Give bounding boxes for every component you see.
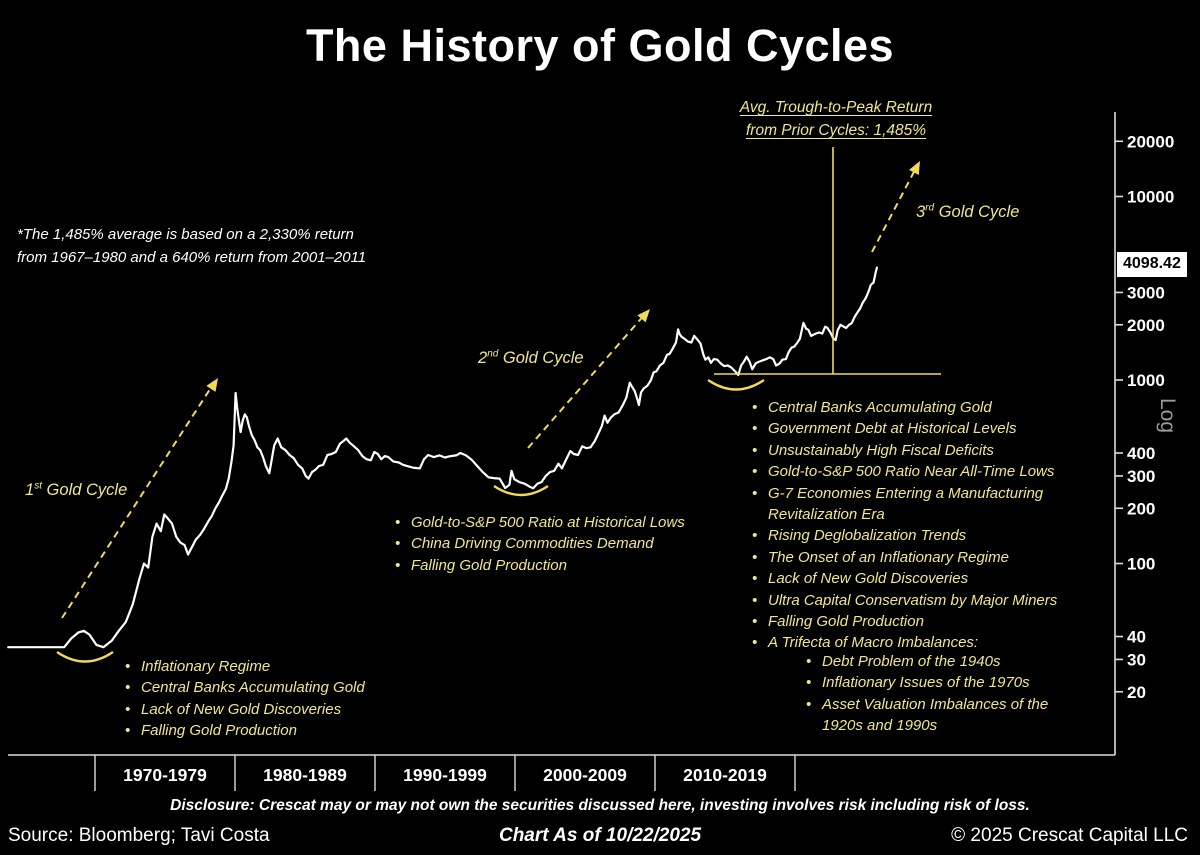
cycle-1-arrow: [61, 382, 215, 619]
cycle-1-text: Gold Cycle: [41, 481, 128, 499]
footnote-line-1: *The 1,485% average is based on a 2,330%…: [17, 226, 354, 243]
cycle-2-ordinal-suffix: nd: [487, 348, 499, 360]
bullet-item: Ultra Capital Conservatism by Major Mine…: [749, 590, 1097, 612]
cycle-3-ordinal-suffix: rd: [925, 202, 935, 214]
y-tick-label: 1000: [1127, 371, 1165, 390]
cycle-1-bullet-list: Inflationary RegimeCentral Banks Accumul…: [122, 656, 422, 742]
cycle-1-label: 1st Gold Cycle: [25, 481, 127, 500]
annotation-callout-lines: [714, 147, 941, 375]
trough-to-peak-annotation: Avg. Trough-to-Peak Return from Prior Cy…: [690, 96, 982, 142]
bullet-item: Government Debt at Historical Levels: [749, 418, 1097, 440]
cycle-trend-arrows: [61, 167, 917, 619]
cycle-2-arrow: [527, 312, 647, 449]
source-attribution: Source: Bloomberg; Tavi Costa: [8, 825, 270, 846]
arrowhead-icon: [637, 309, 650, 323]
x-tick-label: 2000-2009: [543, 765, 627, 785]
arrowhead-icons: [206, 161, 920, 392]
bullet-item: Central Banks Accumulating Gold: [122, 677, 422, 699]
y-tick-label: 30: [1127, 650, 1146, 669]
bullet-item: Falling Gold Production: [392, 555, 732, 577]
annotation-line-1: Avg. Trough-to-Peak Return: [739, 99, 933, 116]
bullet-item: Central Banks Accumulating Gold: [749, 397, 1097, 419]
y-tick-label: 10000: [1127, 188, 1174, 207]
gold-price-line: [7, 266, 878, 649]
cycle-2-ordinal: 2: [478, 349, 488, 367]
current-price-label: 4098.42: [1117, 252, 1187, 277]
cycle-3-ordinal: 3: [916, 203, 926, 221]
arrowhead-icon: [206, 378, 218, 392]
bullet-item: Falling Gold Production: [749, 611, 1097, 633]
x-tick-label: 1980-1989: [263, 765, 347, 785]
annotation-line-2: from Prior Cycles: 1,485%: [745, 122, 927, 139]
bullet-item: Falling Gold Production: [122, 720, 422, 742]
y-tick-label: 200: [1127, 499, 1155, 518]
bullet-item: Gold-to-S&P 500 Ratio at Historical Lows: [392, 512, 732, 534]
cycle-2-text: Gold Cycle: [498, 349, 584, 367]
bullet-item: A Trifecta of Macro Imbalances:: [749, 632, 1097, 654]
x-tick-label: 2010-2019: [683, 765, 767, 785]
bullet-item: Asset Valuation Imbalances of the 1920s …: [803, 694, 1071, 737]
y-tick-label: 300: [1127, 467, 1155, 486]
bullet-item: G-7 Economies Entering a Manufacturing R…: [749, 483, 1097, 526]
bullet-item: China Driving Commodities Demand: [392, 533, 732, 555]
cycle-3-label: 3rd Gold Cycle: [916, 203, 1019, 222]
bullet-item: Gold-to-S&P 500 Ratio Near All-Time Lows: [749, 461, 1097, 483]
y-tick-label: 40: [1127, 628, 1146, 647]
bullet-item: Rising Deglobalization Trends: [749, 525, 1097, 547]
y-tick-label: 20000: [1127, 132, 1174, 151]
bullet-item: Inflationary Issues of the 1970s: [803, 672, 1071, 694]
trough-arcs: [56, 379, 765, 663]
bullet-item: Lack of New Gold Discoveries: [122, 699, 422, 721]
cycle-1-ordinal-suffix: st: [34, 480, 42, 492]
average-return-footnote: *The 1,485% average is based on a 2,330%…: [17, 224, 366, 269]
trough-arc-3: [707, 379, 765, 391]
log-axis-label: Log: [1156, 398, 1179, 434]
trough-arc-1: [56, 651, 114, 663]
page-title: The History of Gold Cycles: [305, 20, 895, 71]
cycle-3-sub-bullet-list: Debt Problem of the 1940sInflationary Is…: [803, 651, 1071, 737]
chart-dynamic-layer: 20000 10000 3000 2000 1000 400 300 200 100 40 30 20…: [7, 112, 1174, 791]
bullet-item: Unsustainably High Fiscal Deficits: [749, 440, 1097, 462]
chart-as-of-date: Chart As of 10/22/2025: [498, 825, 702, 846]
cycle-3-bullet-list: Central Banks Accumulating GoldGovernmen…: [749, 397, 1097, 654]
footnote-line-2: from 1967–1980 and a 640% return from 20…: [17, 248, 367, 266]
bullet-item: Inflationary Regime: [122, 656, 422, 678]
y-tick-label: 20: [1127, 683, 1146, 702]
x-tick-label: 1970-1979: [123, 765, 207, 785]
bullet-item: Lack of New Gold Discoveries: [749, 568, 1097, 590]
cycle-1-ordinal: 1: [25, 481, 35, 499]
y-tick-label: 100: [1127, 555, 1155, 574]
bullet-item: Debt Problem of the 1940s: [803, 651, 1071, 673]
disclosure-text: Disclosure: Crescat may or may not own t…: [170, 797, 1030, 814]
y-tick-label: 2000: [1127, 316, 1165, 335]
x-tick-label: 1990-1999: [403, 765, 487, 785]
y-tick-label: 400: [1127, 444, 1155, 463]
cycle-3-text: Gold Cycle: [934, 203, 1020, 221]
trough-arc-2: [493, 484, 549, 497]
y-tick-label: 3000: [1127, 283, 1165, 302]
cycle-2-label: 2nd Gold Cycle: [478, 349, 584, 368]
arrowhead-icon: [909, 161, 920, 176]
copyright-text: © 2025 Crescat Capital LLC: [951, 825, 1188, 846]
cycle-2-bullet-list: Gold-to-S&P 500 Ratio at Historical Lows…: [392, 512, 732, 577]
bullet-item: The Onset of an Inflationary Regime: [749, 547, 1097, 569]
cycle-3-arrow: [871, 167, 917, 253]
